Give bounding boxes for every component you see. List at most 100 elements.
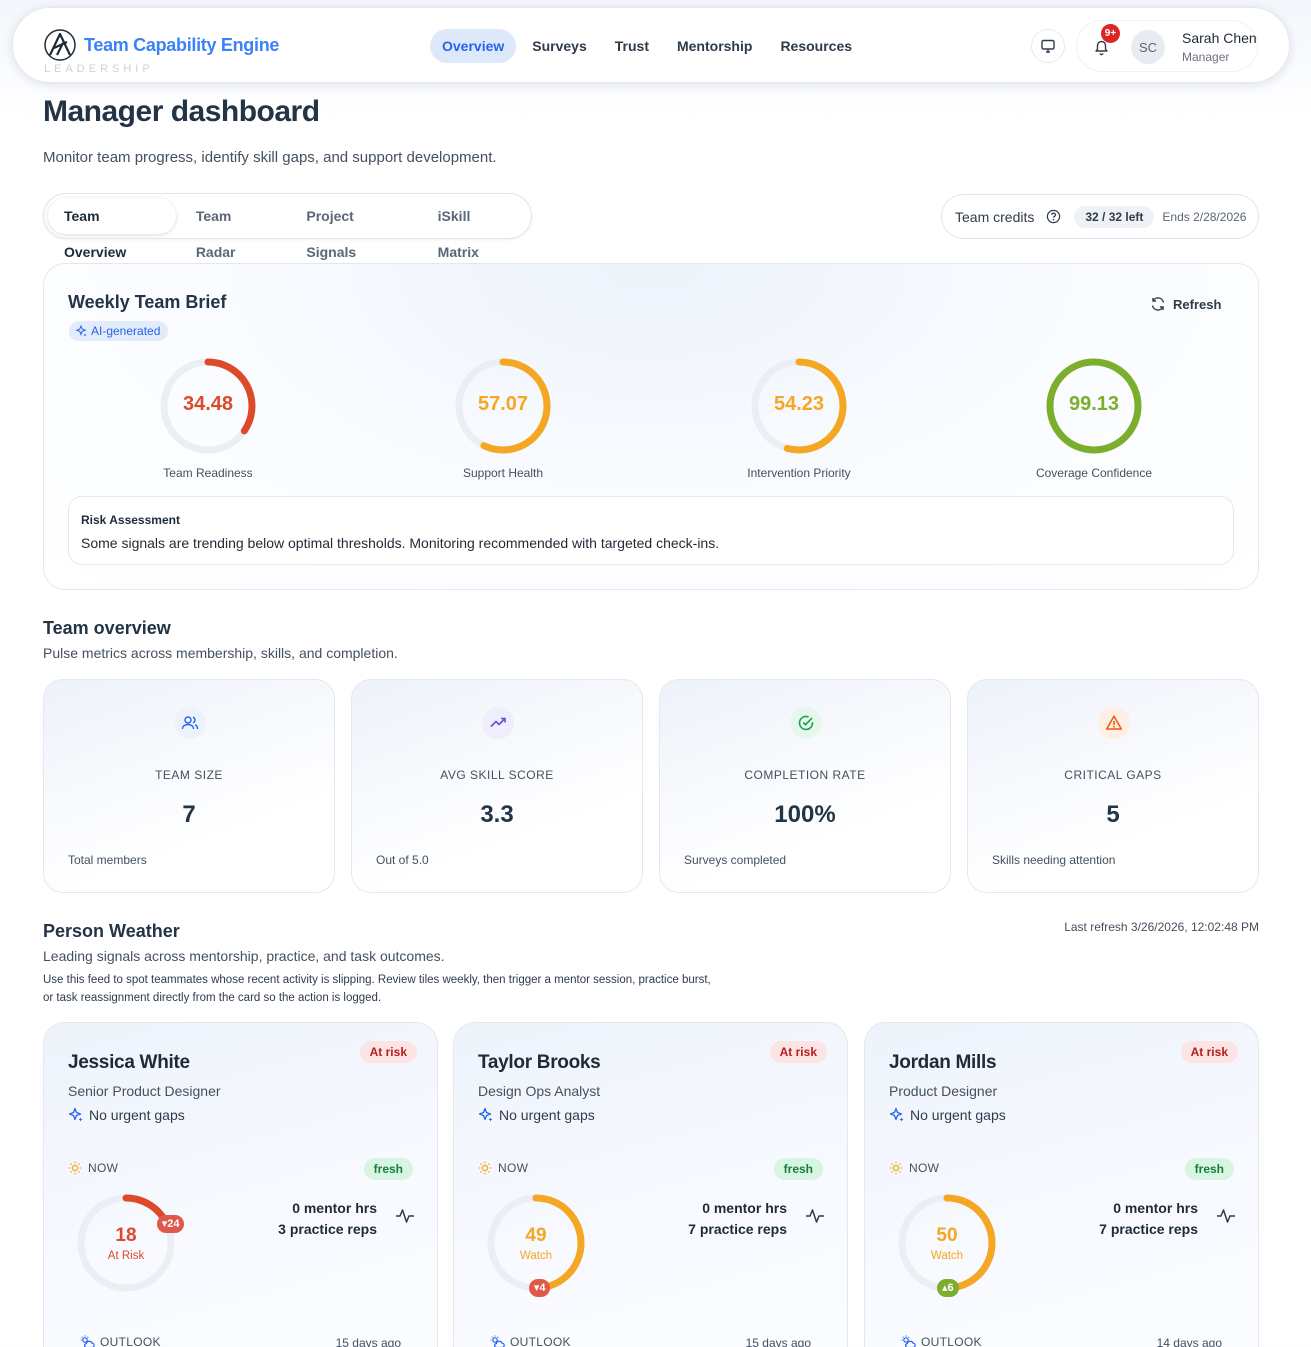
gauge-value: 34.48 [182, 393, 234, 415]
person-name[interactable]: Taylor Brooks [478, 1052, 601, 1073]
outlook-time: 15 days ago [745, 1336, 811, 1347]
score-ring [77, 1194, 175, 1292]
bell-icon[interactable] [1093, 38, 1110, 56]
risk-assessment: Risk Assessment Some signals are trendin… [68, 496, 1234, 565]
gauge-ring [1046, 358, 1142, 454]
kpi-label: COMPLETION RATE [744, 768, 866, 782]
activity-icon [806, 1209, 824, 1223]
kpi-card: CRITICAL GAPS 5 Skills needing attention [967, 679, 1259, 893]
sparkles-icon [889, 1107, 904, 1122]
kpi-label: CRITICAL GAPS [1064, 768, 1162, 782]
nav-overview[interactable]: Overview [430, 29, 517, 63]
partly-cloudy-icon [901, 1335, 916, 1347]
activity-icon [396, 1209, 414, 1223]
credits-label: Team credits [955, 208, 1035, 225]
kpi-note: Total members [68, 853, 147, 867]
person-weather-title: Person Weather [43, 921, 180, 941]
score-status: At Risk [107, 1250, 145, 1262]
freshness-badge: fresh [363, 1158, 413, 1180]
tab-team-radar[interactable]: Team Radar [195, 208, 236, 260]
user-menu[interactable]: SC Sarah Chen Manager [1076, 20, 1258, 72]
person-card[interactable]: Jessica White Senior Product Designer No… [43, 1022, 438, 1347]
status-badge: At risk [769, 1041, 827, 1063]
trending-up-icon [482, 707, 514, 739]
team-credits: Team credits 32 / 32 left Ends 2/28/2026 [941, 194, 1259, 239]
avatar[interactable]: SC [1131, 30, 1165, 64]
gaps-label: No urgent gaps [499, 1107, 595, 1123]
person-stats: 0 mentor hrs 3 practice reps [278, 1198, 377, 1240]
gaps-label: No urgent gaps [910, 1107, 1006, 1123]
ai-generated-badge: AI-generated [69, 321, 169, 341]
score-value: 18 [115, 1225, 137, 1246]
gauge-label: Team Readiness [163, 466, 253, 480]
person-stats: 0 mentor hrs 7 practice reps [1099, 1198, 1198, 1240]
gauge-label: Intervention Priority [747, 466, 851, 480]
now-label: NOW [88, 1161, 119, 1175]
person-stats: 0 mentor hrs 7 practice reps [688, 1198, 787, 1240]
score-delta-badge: ▾24 [156, 1214, 185, 1233]
person-gaps: No urgent gaps [478, 1107, 595, 1123]
practice-reps: 3 practice reps [278, 1221, 377, 1237]
brand-logo-icon[interactable] [43, 28, 77, 62]
kpi-note: Surveys completed [684, 853, 787, 867]
sparkles-icon [478, 1107, 493, 1122]
sparkles-icon [68, 1107, 83, 1122]
kpi-label: TEAM SIZE [155, 768, 223, 782]
user-role: Manager [1182, 50, 1230, 64]
sun-icon [68, 1161, 82, 1175]
person-role: Design Ops Analyst [478, 1083, 601, 1099]
gauge-arc [455, 358, 551, 454]
sun-icon [478, 1161, 492, 1175]
freshness-badge: fresh [1184, 1158, 1234, 1180]
person-name[interactable]: Jordan Mills [889, 1052, 997, 1073]
score-status: Watch [519, 1250, 553, 1262]
outlook-label: OUTLOOK [921, 1335, 982, 1347]
feed-note: Use this feed to spot teammates whose re… [43, 974, 711, 1004]
nav-resources[interactable]: Resources [780, 38, 853, 54]
mentor-hours: 0 mentor hrs [1113, 1200, 1198, 1216]
kpi-value: 7 [182, 801, 196, 828]
gaps-label: No urgent gaps [89, 1107, 185, 1123]
person-gaps: No urgent gaps [889, 1107, 1006, 1123]
partly-cloudy-icon [80, 1335, 95, 1347]
nav-surveys[interactable]: Surveys [532, 38, 587, 54]
display-mode-button[interactable] [1031, 29, 1065, 63]
score-value: 49 [525, 1225, 547, 1246]
tab-iskill-matrix[interactable]: iSkill Matrix [437, 208, 479, 260]
team-overview-title: Team overview [43, 618, 171, 638]
gauge-value: 99.13 [1068, 393, 1120, 415]
user-name: Sarah Chen [1182, 30, 1257, 46]
nav-mentorship[interactable]: Mentorship [676, 38, 753, 54]
activity-icon [1217, 1209, 1235, 1223]
risk-title: Risk Assessment [81, 513, 180, 527]
gauge-arc [160, 358, 256, 454]
last-refresh: Last refresh 3/26/2026, 12:02:48 PM [1064, 920, 1259, 934]
partly-cloudy-icon [490, 1335, 505, 1347]
credits-remaining: 32 / 32 left [1074, 205, 1155, 228]
gauge-ring [751, 358, 847, 454]
now-section: NOW [889, 1161, 939, 1175]
person-role: Senior Product Designer [68, 1083, 221, 1099]
tab-team-overview[interactable]: Team Overview [48, 198, 176, 260]
nav-trust[interactable]: Trust [614, 38, 649, 54]
help-circle-icon[interactable] [1046, 209, 1061, 224]
risk-text: Some signals are trending below optimal … [81, 535, 720, 551]
person-card[interactable]: Taylor Brooks Design Ops Analyst No urge… [453, 1022, 848, 1347]
refresh-button[interactable]: Refresh [1150, 296, 1221, 312]
kpi-value: 100% [774, 801, 836, 828]
person-name[interactable]: Jessica White [68, 1052, 190, 1073]
gauge-ring [160, 358, 256, 454]
freshness-badge: fresh [773, 1158, 823, 1180]
brief-gauge: 54.23 Intervention Priority [729, 356, 869, 480]
ai-badge-label: AI-generated [91, 324, 161, 338]
now-section: NOW [478, 1161, 528, 1175]
brand-name[interactable]: Team Capability Engine [84, 35, 280, 55]
tab-project-signals[interactable]: Project Signals [306, 208, 357, 260]
page-title: Manager dashboard [43, 95, 320, 128]
kpi-note: Skills needing attention [992, 853, 1116, 867]
person-weather-subtitle: Leading signals across mentorship, pract… [43, 948, 445, 964]
gauge-label: Coverage Confidence [1035, 466, 1153, 480]
person-card[interactable]: Jordan Mills Product Designer No urgent … [864, 1022, 1259, 1347]
mentor-hours: 0 mentor hrs [702, 1200, 787, 1216]
weekly-team-brief: Weekly Team Brief AI-generated Refresh 3… [43, 263, 1259, 590]
